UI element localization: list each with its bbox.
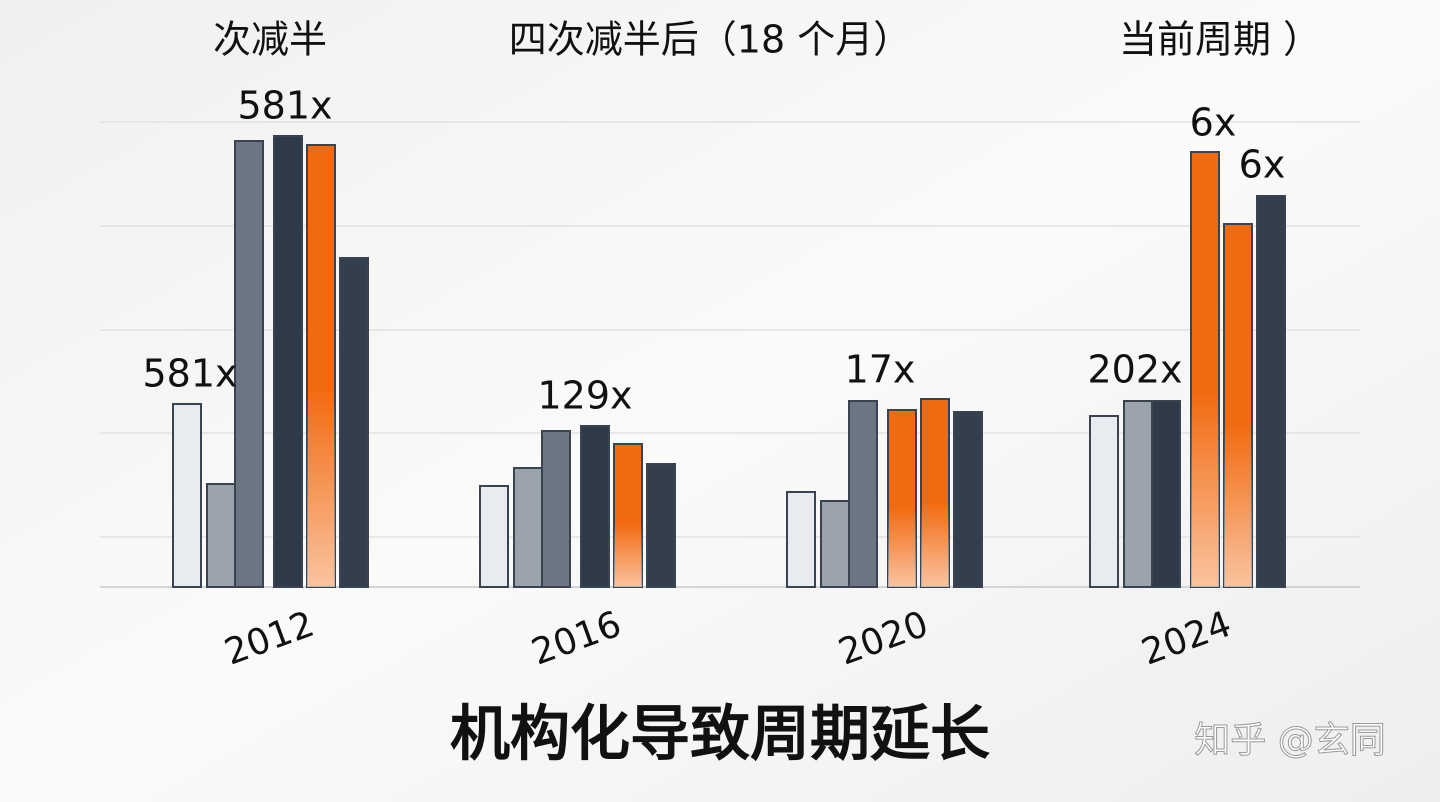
annotation: 6x: [1190, 101, 1237, 145]
bar: [1089, 415, 1119, 588]
bar-shade: [614, 444, 642, 587]
watermark: 知乎 @玄同: [1194, 720, 1385, 761]
bar: [273, 135, 303, 588]
bar: [1256, 195, 1286, 588]
bar: [234, 140, 264, 588]
annotation: 6x: [1239, 143, 1286, 187]
bar: [953, 411, 983, 588]
bar: [1123, 400, 1153, 588]
bar: [1151, 400, 1181, 588]
annotation: 581x: [142, 352, 237, 396]
bar: [206, 483, 236, 588]
bar: [848, 400, 878, 588]
group-title: 当前周期 ）: [1119, 18, 1321, 62]
bar: [172, 403, 202, 588]
bar: [479, 485, 509, 588]
bar: [513, 467, 543, 588]
annotation: 202x: [1087, 348, 1182, 392]
bar: [339, 257, 369, 588]
bar-shade: [1191, 152, 1219, 587]
bar-shade: [921, 399, 949, 587]
chart-title: 机构化导致周期延长: [450, 700, 990, 770]
bar: [646, 463, 676, 588]
bar: [580, 425, 610, 588]
annotation: 17x: [845, 348, 916, 392]
bar-shade: [1224, 224, 1252, 587]
annotation: 129x: [537, 374, 632, 418]
bar: [786, 491, 816, 588]
group-title: 四次减半后（18 个月）: [509, 18, 911, 62]
bar-shade: [888, 410, 916, 587]
group-title: 次减半: [213, 18, 327, 62]
bar-shade: [307, 145, 335, 587]
bar: [541, 430, 571, 588]
annotation: 581x: [237, 84, 332, 128]
bar: [820, 500, 850, 588]
